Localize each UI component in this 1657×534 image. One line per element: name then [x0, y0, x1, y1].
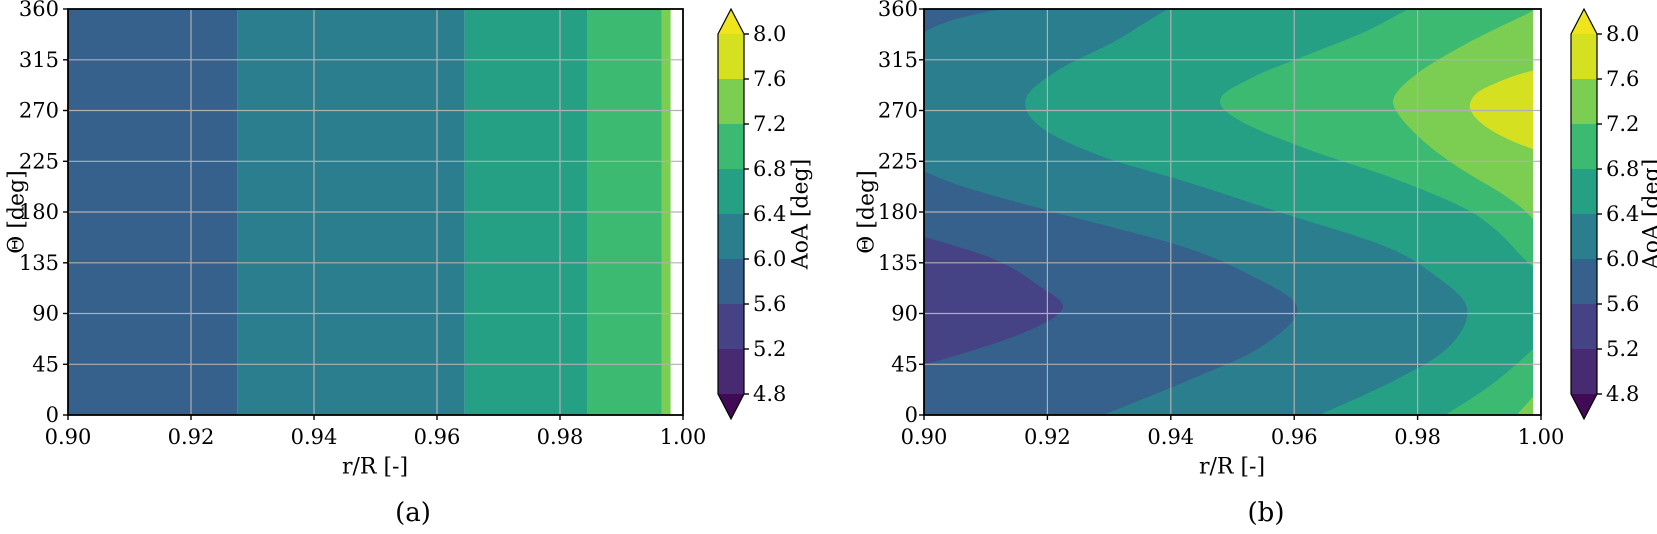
colorbar-under-arrow — [1571, 394, 1597, 419]
y-tick-label: 225 — [19, 149, 59, 173]
ylabel-a: Θ [deg] — [4, 170, 30, 254]
y-tick-label: 315 — [19, 48, 59, 72]
y-tick-label: 45 — [891, 352, 918, 376]
y-tick-label: 360 — [19, 0, 59, 21]
colorbar-label-a: AoA [deg] — [788, 158, 814, 270]
x-tick-label: 0.94 — [291, 425, 338, 449]
colorbar-b: 4.8 5.2 5.6 6.0 6.4 6.8 7.2 7.6 8.0 — [1570, 7, 1639, 421]
x-tick-label: 1.00 — [1518, 425, 1565, 449]
gridlines — [924, 9, 1541, 415]
colorbar-tick-label: 6.4 — [753, 202, 786, 226]
colorbar-segment-6.8-7.2 — [1571, 124, 1597, 169]
colorbar-segment-7.2-7.6 — [718, 79, 744, 124]
plot-panel-a: 0.90 0.92 0.94 0.96 0.98 1.00 0 45 90 135 180 225 27… — [19, 0, 706, 449]
y-tick-label: 360 — [878, 0, 918, 21]
colorbar-tick-label: 6.8 — [1606, 157, 1639, 181]
colorbar-tick-label: 7.6 — [753, 67, 786, 91]
y-tick-label: 135 — [19, 251, 59, 275]
colorbar-tick-label: 5.2 — [753, 337, 786, 361]
contour-region-level-5.6 — [924, 236, 1063, 365]
colorbar-segment-7.6-8.0 — [1571, 34, 1597, 79]
plot-panel-b: 0.90 0.92 0.94 0.96 0.98 1.00 0 45 90 135 180 225 27… — [878, 0, 1565, 449]
colorbar-segment-5.6-6.0 — [1571, 259, 1597, 304]
colorbar-segment-6.0-6.4 — [718, 214, 744, 259]
caption-a: (a) — [395, 498, 431, 528]
colorbar-tick-label: 5.6 — [1606, 292, 1639, 316]
colorbar-segment-5.2-5.6 — [1571, 304, 1597, 349]
colorbar-tick-label: 6.8 — [753, 157, 786, 181]
xlabel-a: r/R [-] — [341, 454, 409, 480]
y-tick-label: 0 — [46, 403, 59, 427]
y-tick-label: 135 — [878, 251, 918, 275]
y-tick-label: 90 — [891, 302, 918, 326]
tick-marks — [919, 8, 1542, 420]
x-tick-label: 0.94 — [1147, 425, 1194, 449]
colorbar-tick-label: 4.8 — [753, 382, 786, 406]
gridlines — [68, 9, 683, 415]
colorbar-tick-label: 6.4 — [1606, 202, 1639, 226]
y-tick-label: 225 — [878, 149, 918, 173]
colorbar-segment-6.4-6.8 — [718, 169, 744, 214]
colorbar-tick-label: 5.2 — [1606, 337, 1639, 361]
x-tick-label: 0.90 — [901, 425, 948, 449]
x-tick-label: 0.92 — [168, 425, 215, 449]
y-tick-label: 45 — [32, 352, 59, 376]
colorbar-segment-7.6-8.0 — [718, 34, 744, 79]
colorbar-tick-label: 7.2 — [1606, 112, 1639, 136]
colorbar-over-arrow — [1571, 9, 1597, 34]
colorbar-segment-6.8-7.2 — [718, 124, 744, 169]
x-tick-label: 0.96 — [414, 425, 461, 449]
colorbar-segment-4.8-5.2 — [1571, 349, 1597, 394]
colorbar-segment-5.6-6.0 — [718, 259, 744, 304]
y-tick-label: 315 — [878, 48, 918, 72]
colorbar-label-b: AoA [deg] — [1639, 158, 1657, 270]
y-tick-label: 180 — [878, 200, 918, 224]
colorbar-tick-label: 8.0 — [753, 22, 786, 46]
colorbar-segment-7.2-7.6 — [1571, 79, 1597, 124]
x-tick-label: 0.96 — [1271, 425, 1318, 449]
colorbar-segment-6.0-6.4 — [1571, 214, 1597, 259]
colorbar-segment-6.4-6.8 — [1571, 169, 1597, 214]
y-tick-label: 270 — [878, 99, 918, 123]
colorbar-tick-label: 4.8 — [1606, 382, 1639, 406]
y-tick-label: 0 — [905, 403, 918, 427]
x-tick-label: 1.00 — [660, 425, 707, 449]
y-tick-label: 180 — [19, 200, 59, 224]
colorbar-under-arrow — [718, 394, 744, 419]
colorbar-over-arrow — [718, 9, 744, 34]
colorbar-a: 4.8 5.2 5.6 6.0 6.4 6.8 7.2 7.6 8.0 — [717, 7, 786, 421]
tick-marks — [63, 8, 684, 420]
colorbar-segment-5.2-5.6 — [718, 304, 744, 349]
y-tick-label: 90 — [32, 302, 59, 326]
colorbar-tick-label: 7.6 — [1606, 67, 1639, 91]
x-tick-label: 0.98 — [1394, 425, 1441, 449]
ylabel-b: Θ [deg] — [854, 170, 880, 254]
colorbar-tick-label: 7.2 — [753, 112, 786, 136]
xlabel-b: r/R [-] — [1198, 454, 1266, 480]
colorbar-tick-label: 5.6 — [753, 292, 786, 316]
colorbar-tick-label: 6.0 — [1606, 247, 1639, 271]
y-tick-label: 270 — [19, 99, 59, 123]
x-tick-label: 0.90 — [45, 425, 92, 449]
colorbar-segment-4.8-5.2 — [718, 349, 744, 394]
colorbar-tick-label: 6.0 — [753, 247, 786, 271]
colorbar-tick-label: 8.0 — [1606, 22, 1639, 46]
x-tick-label: 0.92 — [1024, 425, 1071, 449]
caption-b: (b) — [1247, 498, 1285, 528]
x-tick-label: 0.98 — [537, 425, 584, 449]
